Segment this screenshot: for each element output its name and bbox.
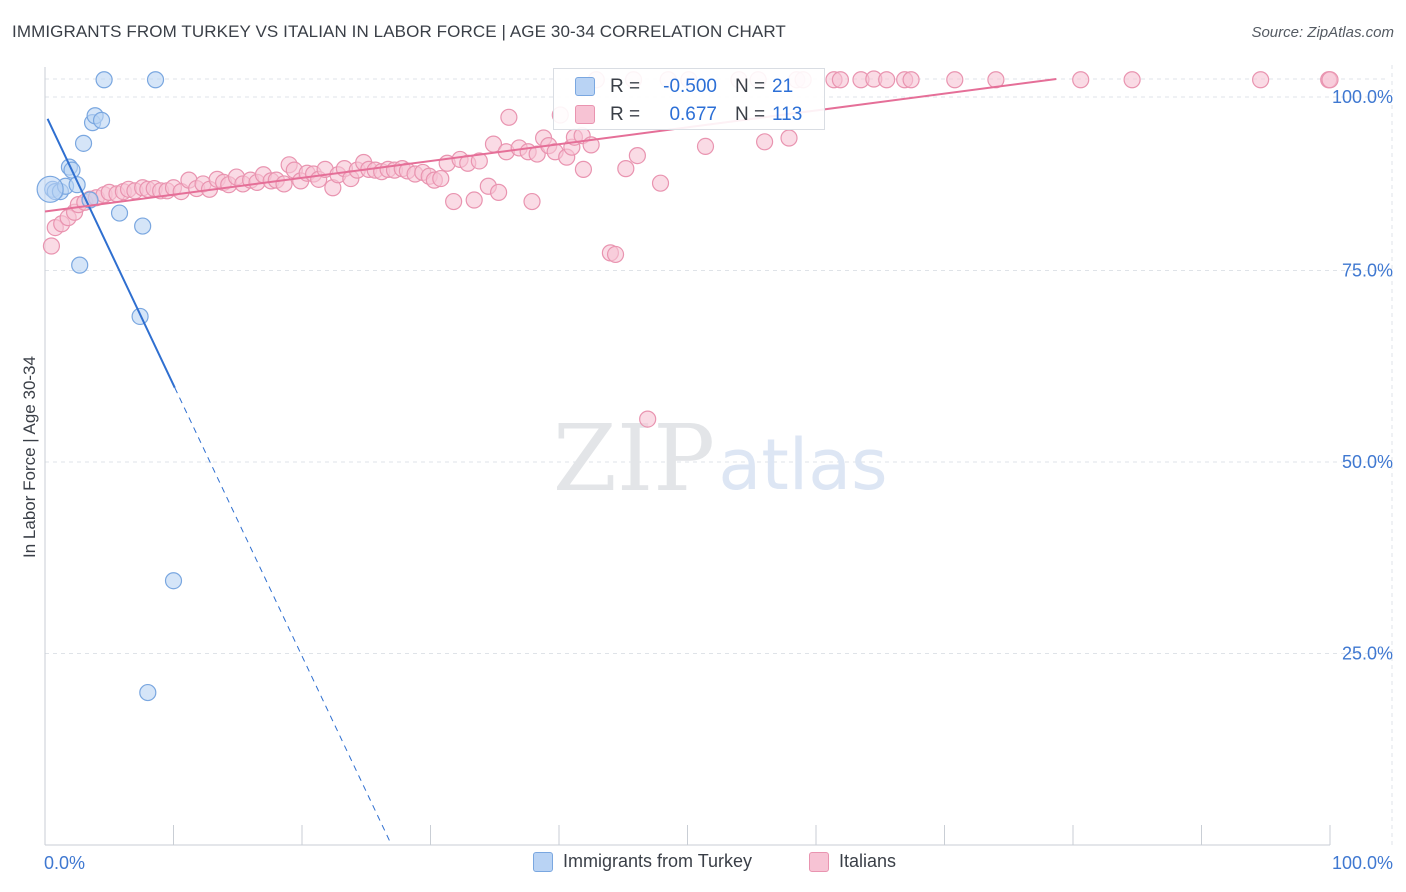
stats-row-turkey: R = -0.500 N = 21 (554, 72, 826, 100)
r-value-italians: 0.677 (669, 104, 717, 125)
italians-point (617, 160, 635, 178)
bottom-legend: Immigrants from Turkey Italians (0, 851, 1406, 879)
italians-point (651, 174, 670, 192)
r-label: R = (610, 104, 641, 125)
italians-point (465, 191, 483, 209)
italians-point (831, 71, 850, 89)
legend-label-italians: Italians (839, 851, 897, 871)
italians-point (696, 137, 715, 156)
turkey-point (139, 683, 157, 702)
source-label: Source: ZipAtlas.com (1251, 24, 1394, 41)
italians-point (432, 169, 450, 188)
italians-point (878, 71, 896, 89)
italians-swatch (575, 105, 595, 124)
r-label: R = (610, 76, 641, 97)
n-label: N = (735, 76, 766, 97)
turkey-point (71, 256, 89, 274)
watermark-zip: ZIP (553, 405, 715, 512)
turkey-point (74, 134, 93, 152)
n-label: N = (735, 104, 766, 125)
turkey-point (110, 204, 129, 222)
italians-point (780, 129, 798, 147)
italians-point (1321, 71, 1339, 89)
italians-point (639, 410, 657, 428)
y-tick-label: 75.0% (1342, 261, 1393, 281)
italians-trend-line (44, 78, 1057, 213)
turkey-trend-extension (174, 387, 390, 841)
r-value-turkey: -0.500 (663, 76, 717, 97)
turkey-swatch (575, 77, 595, 96)
italians-point (1072, 71, 1090, 89)
turkey-trend-line (46, 118, 176, 389)
x-tick-label-min: 0.0% (44, 853, 85, 873)
turkey-point (146, 71, 165, 89)
italians-point (1252, 71, 1270, 89)
turkey-point (92, 111, 111, 129)
italians-point (755, 133, 774, 151)
italians-point (42, 237, 61, 255)
italians-point (445, 192, 463, 211)
turkey-point (95, 71, 113, 89)
tick-labels: 25.0% 50.0% 75.0% 100.0% 0.0% 100.0% (44, 87, 1393, 873)
turkey-point (134, 217, 152, 235)
italians-point (490, 183, 508, 201)
italians-point (1123, 71, 1141, 89)
turkey-point (36, 175, 64, 203)
italians-point (606, 245, 625, 264)
stats-legend-box: R = -0.500 N = 21 R = 0.677 N = 113 (553, 68, 825, 130)
trend-lines (44, 78, 1057, 841)
y-tick-label: 25.0% (1342, 644, 1393, 664)
italians-point (902, 71, 920, 89)
stats-row-italians: R = 0.677 N = 113 (554, 100, 826, 128)
legend-label-turkey: Immigrants from Turkey (563, 851, 753, 871)
y-tick-label: 50.0% (1342, 452, 1393, 472)
chart-title: IMMIGRANTS FROM TURKEY VS ITALIAN IN LAB… (12, 22, 786, 41)
gridlines (45, 65, 1393, 845)
italians-point (946, 71, 964, 89)
italians-point (628, 147, 646, 165)
italians-point (275, 175, 293, 193)
n-value-turkey: 21 (772, 76, 794, 97)
legend-item-italians[interactable]: Italians (809, 851, 896, 872)
watermark: ZIP atlas (553, 405, 888, 512)
italians-point (523, 192, 541, 211)
legend-swatch-italians (809, 851, 829, 872)
legend-swatch-turkey (533, 851, 553, 872)
x-tick-label-max: 100.0% (1332, 853, 1393, 873)
y-tick-label: 100.0% (1332, 87, 1393, 107)
turkey-point (164, 572, 183, 590)
italians-point (470, 152, 488, 170)
n-value-italians: 113 (772, 104, 803, 125)
watermark-atlas: atlas (718, 424, 887, 506)
italians-point (574, 160, 593, 178)
legend-item-turkey[interactable]: Immigrants from Turkey (533, 851, 752, 872)
italians-point (500, 108, 518, 126)
turkey-points (36, 71, 183, 702)
